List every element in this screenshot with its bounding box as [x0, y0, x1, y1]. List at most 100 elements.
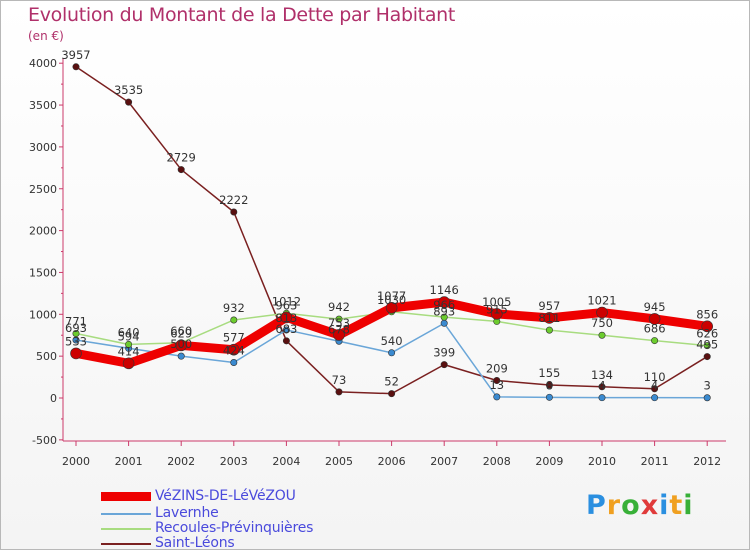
data-point [440, 319, 448, 327]
x-tick-label: 2008 [483, 455, 511, 468]
data-point [545, 393, 553, 401]
data-label: 13 [489, 378, 504, 392]
data-label: 1012 [272, 294, 301, 308]
x-tick-label: 2007 [430, 455, 458, 468]
data-point [230, 359, 238, 367]
data-label: 945 [644, 300, 666, 314]
data-point [701, 320, 714, 333]
data-label: 660 [170, 324, 192, 338]
data-label: 686 [644, 322, 666, 336]
data-label: 963 [275, 298, 297, 312]
data-point [228, 343, 240, 356]
data-point [72, 63, 80, 71]
data-label: 640 [118, 325, 140, 339]
data-point [333, 329, 345, 341]
data-label: 4 [598, 379, 605, 393]
data-label: 753 [328, 316, 350, 330]
data-label: 678 [328, 322, 350, 336]
legend-label-lavernhe: Lavernhe [155, 505, 219, 521]
data-point [703, 353, 711, 361]
data-label: 4 [651, 379, 658, 393]
data-label: 73 [332, 373, 347, 387]
data-point [70, 347, 82, 360]
data-label: 3957 [61, 48, 90, 62]
data-point [282, 326, 290, 334]
data-point [388, 349, 396, 357]
data-point [230, 316, 238, 324]
data-label: 209 [486, 362, 508, 376]
data-point [490, 308, 503, 320]
logo-letter: t [669, 490, 684, 521]
y-tick-label: 1000 [29, 308, 57, 321]
logo-letter: r [606, 490, 622, 521]
y-tick-label: -500 [32, 434, 57, 447]
data-point [388, 390, 396, 398]
data-point [598, 331, 606, 339]
data-point [598, 383, 606, 391]
data-label: 683 [275, 322, 297, 336]
data-point [493, 377, 501, 385]
x-tick-label: 2004 [272, 455, 300, 468]
data-label: 1021 [587, 294, 616, 308]
data-label: 577 [223, 331, 245, 345]
x-tick-label: 2000 [62, 455, 90, 468]
data-label: 414 [118, 344, 140, 358]
data-label: 771 [65, 314, 87, 328]
data-point [703, 394, 711, 402]
legend-label-saint-leons: Saint-Léons [155, 535, 235, 551]
data-label: 811 [538, 311, 560, 325]
data-label: 626 [696, 327, 718, 341]
data-point [177, 352, 185, 360]
logo-letter: i [683, 490, 694, 521]
data-label: 1077 [377, 289, 406, 303]
x-tick-label: 2009 [535, 455, 563, 468]
legend-swatch-lavernhe [101, 513, 151, 515]
data-label: 893 [433, 304, 455, 318]
legend-label-vezins: VéZINS-DE-LéVéZOU [155, 488, 296, 504]
data-label: 693 [65, 321, 87, 335]
data-label: 856 [696, 307, 718, 321]
x-tick-label: 2005 [325, 455, 353, 468]
x-tick-label: 2006 [378, 455, 406, 468]
data-point [385, 302, 398, 314]
data-point [440, 313, 448, 321]
y-tick-label: 2000 [29, 225, 57, 238]
x-tick-label: 2011 [641, 455, 669, 468]
data-label: 3 [704, 379, 711, 393]
data-point [596, 306, 608, 319]
data-point [651, 394, 659, 402]
data-label: 966 [433, 298, 455, 312]
data-label: 495 [696, 338, 718, 352]
data-point [335, 388, 343, 396]
data-label: 957 [538, 299, 560, 313]
data-point [651, 337, 659, 345]
data-label: 533 [65, 334, 87, 348]
logo-letter: i [659, 490, 670, 521]
data-point [125, 98, 133, 106]
data-label: 1146 [430, 283, 459, 297]
y-tick-label: 4000 [29, 57, 57, 70]
data-label: 134 [591, 368, 613, 382]
data-point [648, 313, 661, 325]
logo-letter: o [621, 490, 641, 521]
data-label: 813 [275, 311, 297, 325]
data-label: 110 [644, 370, 666, 384]
legend-label-recoules: Recoules-Prévinquières [155, 520, 314, 536]
x-tick-label: 2012 [693, 455, 721, 468]
data-label: 629 [170, 326, 192, 340]
data-point [177, 166, 185, 174]
data-label: 1030 [377, 293, 406, 307]
legend-swatch-recoules [101, 528, 151, 530]
legend-swatch-vezins [101, 492, 151, 501]
data-label: 424 [223, 344, 245, 358]
data-point [545, 326, 553, 334]
data-point [493, 393, 501, 401]
data-point [125, 340, 133, 348]
data-label: 540 [381, 334, 403, 348]
data-point [545, 381, 553, 389]
data-point [280, 311, 293, 324]
data-label: 3535 [114, 83, 143, 97]
legend-swatch-saint-leons [101, 543, 151, 545]
